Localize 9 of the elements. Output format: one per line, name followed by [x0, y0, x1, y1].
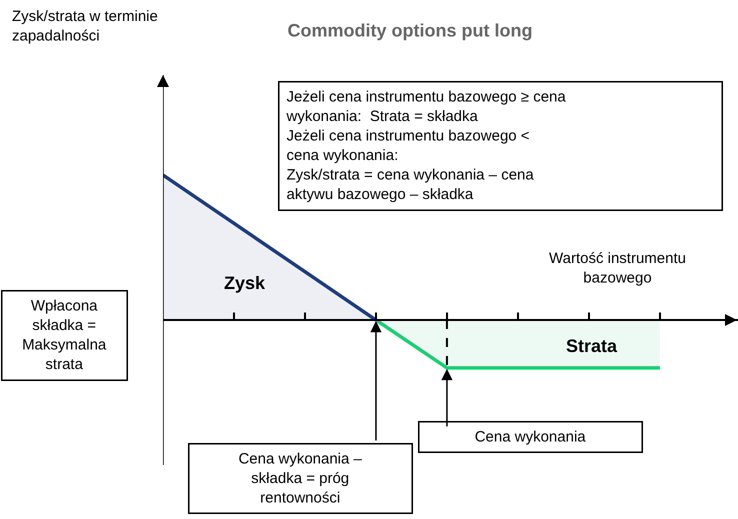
annotation: Jeżeli cena instrumentu bazowego ≥ cena wykonania: Strata = składka Jeżeli cena instrumentu bazowego < cena wykonania: Zysk/strata = cena wykonania – cena aktywu bazowego – składka — [286, 88, 566, 203]
annotation: Strata — [566, 336, 618, 356]
x-axis-title: Wartość instrumentu bazowego — [549, 250, 686, 286]
text: Cena wykonania — [474, 428, 586, 446]
text: Zysk/strata w terminie zapadalności — [12, 8, 158, 44]
annotation: Zysk — [224, 273, 266, 293]
text: Wpłacona składka = Maksymalna strata — [22, 298, 107, 373]
chart-title: Commodity options put long — [288, 20, 532, 41]
text: Cena wykonania – składka = próg rentowności — [238, 450, 363, 506]
